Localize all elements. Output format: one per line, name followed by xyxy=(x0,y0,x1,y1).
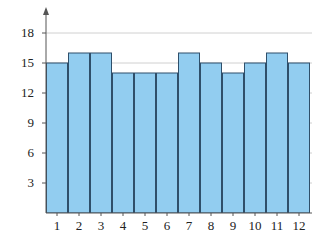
y-tick xyxy=(42,123,46,124)
x-tick-label: 3 xyxy=(98,218,105,233)
x-tick-label: 12 xyxy=(293,218,306,233)
y-tick-label: 12 xyxy=(21,85,34,100)
x-tick-label: 11 xyxy=(271,218,284,233)
y-tick xyxy=(42,93,46,94)
bar xyxy=(245,63,266,213)
bar xyxy=(267,53,288,213)
grid-line xyxy=(46,33,312,34)
x-tick xyxy=(299,213,300,216)
bar xyxy=(113,73,134,213)
x-tick xyxy=(167,213,168,216)
y-tick xyxy=(42,153,46,154)
y-tick xyxy=(42,183,46,184)
x-tick-label: 10 xyxy=(249,218,262,233)
bar xyxy=(135,73,156,213)
bar xyxy=(47,63,68,213)
bar xyxy=(223,73,244,213)
x-tick xyxy=(101,213,102,216)
y-axis xyxy=(46,9,47,213)
x-axis xyxy=(46,213,312,214)
chart-svg: 369121518123456789101112 xyxy=(0,0,319,245)
bar xyxy=(289,63,310,213)
x-tick-label: 1 xyxy=(54,218,61,233)
x-tick-label: 5 xyxy=(142,218,149,233)
x-tick xyxy=(277,213,278,216)
y-axis-arrow xyxy=(43,7,49,15)
y-tick-label: 3 xyxy=(28,175,35,190)
x-tick-label: 8 xyxy=(208,218,215,233)
bars xyxy=(47,53,310,213)
x-tick xyxy=(123,213,124,216)
y-tick xyxy=(42,63,46,64)
x-tick xyxy=(189,213,190,216)
x-tick xyxy=(211,213,212,216)
bar xyxy=(201,63,222,213)
bar xyxy=(91,53,112,213)
chart-container: 369121518123456789101112 xyxy=(0,0,319,245)
x-tick xyxy=(233,213,234,216)
x-tick xyxy=(57,213,58,216)
y-tick-label: 15 xyxy=(21,55,34,70)
x-tick-label: 2 xyxy=(76,218,83,233)
y-tick-label: 9 xyxy=(28,115,35,130)
x-tick xyxy=(79,213,80,216)
y-tick-label: 6 xyxy=(28,145,35,160)
bar xyxy=(179,53,200,213)
x-tick xyxy=(145,213,146,216)
x-tick-label: 4 xyxy=(120,218,127,233)
x-tick-label: 9 xyxy=(230,218,237,233)
bar xyxy=(69,53,90,213)
x-tick xyxy=(255,213,256,216)
x-tick-label: 7 xyxy=(186,218,193,233)
y-tick-label: 18 xyxy=(21,25,34,40)
y-tick xyxy=(42,33,46,34)
x-tick-label: 6 xyxy=(164,218,171,233)
bar xyxy=(157,73,178,213)
